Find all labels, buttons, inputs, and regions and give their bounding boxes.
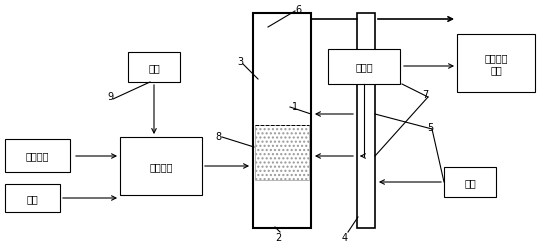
Text: 8: 8 — [215, 132, 221, 141]
Text: 9: 9 — [107, 92, 113, 102]
Text: 固体废渣: 固体废渣 — [26, 151, 49, 161]
Text: 2: 2 — [275, 232, 281, 242]
Text: 5: 5 — [427, 122, 433, 132]
Text: 废液: 废液 — [148, 63, 160, 73]
Bar — [457, 35, 535, 93]
Bar — [255, 126, 309, 180]
Bar — [328, 50, 400, 85]
Bar — [120, 138, 202, 195]
Bar — [253, 14, 311, 228]
Text: 泥渣: 泥渣 — [27, 193, 39, 203]
Text: 3: 3 — [237, 57, 243, 67]
Text: 混合装置: 混合装置 — [149, 161, 173, 171]
Text: 鼓风机: 鼓风机 — [355, 62, 373, 72]
Bar — [128, 53, 180, 83]
Bar — [5, 140, 70, 172]
Text: 1: 1 — [292, 102, 298, 112]
Text: 7: 7 — [422, 90, 428, 100]
Bar — [5, 184, 60, 212]
Text: 尾气处理
系统: 尾气处理 系统 — [484, 53, 508, 74]
Bar — [444, 167, 496, 197]
Text: 空气: 空气 — [464, 177, 476, 187]
Text: 4: 4 — [342, 232, 348, 242]
Bar — [357, 14, 375, 228]
Text: 6: 6 — [295, 5, 301, 15]
